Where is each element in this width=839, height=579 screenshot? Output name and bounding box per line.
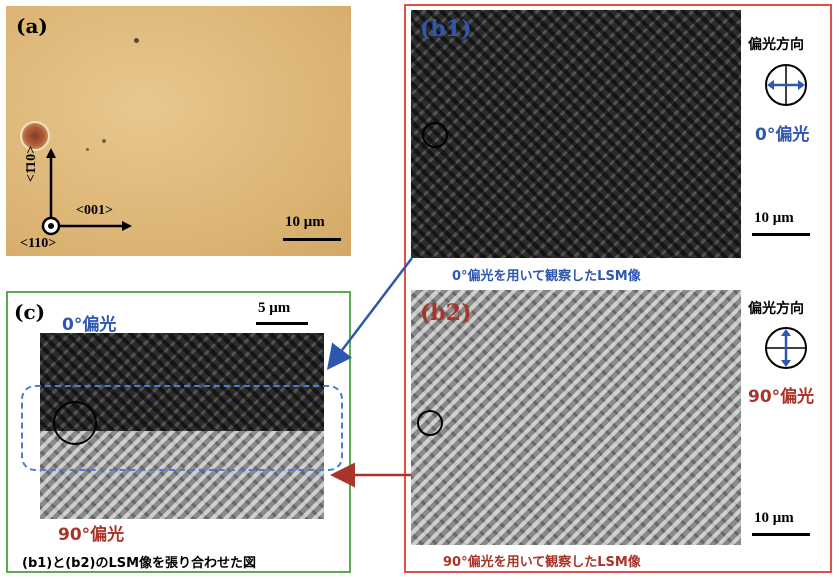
panel-c-top-image <box>40 333 324 431</box>
scale-bar-label: 10 μm <box>754 210 794 226</box>
scale-bar <box>752 533 810 536</box>
panel-c-frame <box>6 291 351 573</box>
scale-bar <box>752 233 810 236</box>
overlap-region-outline <box>21 385 343 471</box>
polarization-direction-title: 偏光方向 <box>748 301 804 317</box>
scale-bar-label: 10 μm <box>754 510 794 526</box>
panel-c-bottom-image <box>40 431 324 519</box>
polarization-horizontal-icon <box>765 64 807 106</box>
dust-spot <box>134 38 139 43</box>
polarization-angle-label: 0°偏光 <box>755 125 810 145</box>
panel-b-frame <box>404 4 832 573</box>
panel-b1-caption: 0°偏光を用いて観察したLSM像 <box>452 269 641 284</box>
scale-bar-label: 10 μm <box>285 214 325 230</box>
panel-c-caption: (b1)と(b2)のLSM像を張り合わせた図 <box>22 556 257 571</box>
direction-label-horizontal: <001> <box>76 203 113 218</box>
panel-c-label: (c) <box>14 300 46 324</box>
dust-spot <box>86 148 89 151</box>
panel-b2-image <box>411 290 741 545</box>
scale-bar <box>256 322 308 325</box>
panel-c-top-label: 0°偏光 <box>62 315 117 335</box>
panel-c-bottom-label: 90°偏光 <box>58 525 125 545</box>
feature-circle <box>422 122 448 148</box>
panel-b1-image <box>411 10 741 258</box>
feature-circle <box>417 410 443 436</box>
direction-label-out: <110> <box>20 236 57 251</box>
particle-spot <box>20 121 50 151</box>
panel-b2-caption: 90°偏光を用いて観察したLSM像 <box>443 555 641 570</box>
panel-b2-label: (b2) <box>420 300 472 326</box>
polarization-angle-label: 90°偏光 <box>748 387 815 407</box>
dust-spot <box>102 139 106 143</box>
scale-box-b1 <box>745 205 825 245</box>
polarization-vertical-icon <box>765 327 807 369</box>
scale-bar <box>283 238 341 241</box>
panel-a-label: (a) <box>16 14 48 38</box>
scale-box-b2 <box>745 508 825 546</box>
scale-bar-label: 5 μm <box>258 300 291 316</box>
panel-a: (a) <1̄10> <001> <110> 10 μm <box>6 6 351 256</box>
feature-circle <box>53 401 97 445</box>
polarization-direction-title: 偏光方向 <box>748 37 804 53</box>
crystal-axes-diagram <box>41 148 132 236</box>
panel-b1-label: (b1) <box>420 16 472 42</box>
